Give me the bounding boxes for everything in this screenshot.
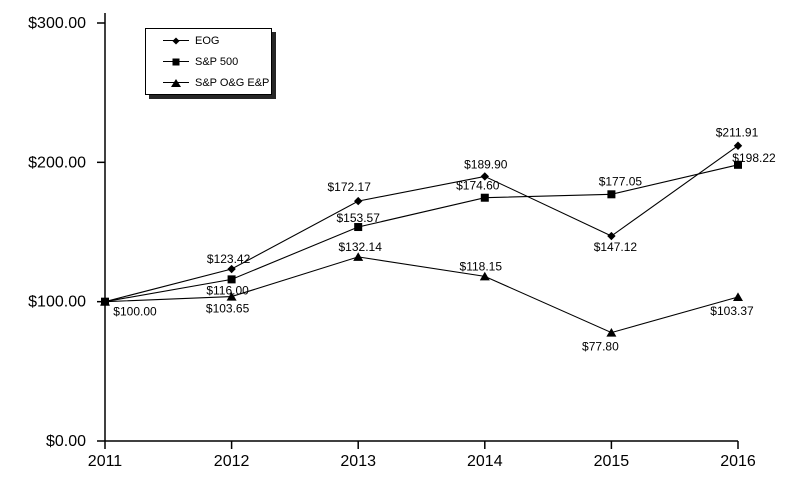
data-point-marker-square bbox=[734, 160, 742, 169]
series-line-0 bbox=[104, 145, 739, 303]
data-point-label: $100.00 bbox=[113, 305, 157, 319]
data-point-label: $189.90 bbox=[464, 157, 508, 171]
legend-label: S&P O&G E&P bbox=[195, 76, 270, 89]
data-point-marker-square bbox=[354, 223, 363, 232]
data-point-label: $174.60 bbox=[456, 179, 500, 193]
legend-label: EOG bbox=[195, 34, 220, 47]
series-line-1 bbox=[104, 164, 739, 303]
data-point-label: $211.91 bbox=[716, 126, 759, 140]
data-point-marker-diamond bbox=[354, 196, 363, 206]
data-point-marker-triangle bbox=[353, 252, 364, 261]
legend-line-sample bbox=[163, 78, 189, 87]
data-point-marker-triangle bbox=[479, 271, 490, 281]
triangle-marker-icon bbox=[171, 78, 181, 87]
data-point-label: $103.65 bbox=[206, 302, 250, 316]
data-point-label: $77.80 bbox=[582, 340, 619, 354]
data-point-marker-square bbox=[227, 275, 236, 284]
data-point-label: $132.14 bbox=[339, 240, 383, 254]
legend-label: S&P 500 bbox=[195, 55, 239, 68]
legend-line-sample bbox=[163, 36, 189, 45]
square-marker-icon bbox=[172, 58, 180, 65]
diamond-marker-icon bbox=[172, 36, 180, 45]
legend-item-sp-og-ep: S&P O&G E&P bbox=[163, 72, 271, 93]
data-point-marker-diamond bbox=[607, 231, 616, 241]
legend-line-sample bbox=[163, 58, 189, 65]
x-axis-tick-label: 2016 bbox=[720, 453, 756, 470]
data-point-marker-triangle bbox=[733, 292, 743, 301]
data-point-label: $153.57 bbox=[337, 211, 381, 225]
legend: EOG S&P 500 S&P O&G E&P bbox=[145, 28, 272, 95]
legend-item-sp500: S&P 500 bbox=[163, 51, 271, 72]
x-axis-tick-label: 2012 bbox=[214, 453, 250, 470]
data-point-marker-square bbox=[607, 190, 616, 199]
data-point-marker-square bbox=[480, 193, 489, 202]
y-axis-tick-label: $0.00 bbox=[46, 433, 86, 450]
data-point-label: $147.12 bbox=[594, 240, 638, 254]
x-axis-tick-label: 2013 bbox=[340, 453, 376, 470]
x-axis-tick-label: 2011 bbox=[88, 453, 123, 470]
y-axis-tick-label: $300.00 bbox=[28, 15, 86, 32]
data-point-label: $116.00 bbox=[206, 283, 249, 297]
data-point-label: $103.37 bbox=[710, 304, 754, 318]
data-point-marker-triangle bbox=[226, 291, 237, 301]
data-point-label: $123.42 bbox=[207, 252, 251, 266]
data-point-marker-triangle bbox=[606, 327, 617, 337]
series-line-2 bbox=[104, 256, 739, 334]
y-axis-tick-label: $100.00 bbox=[28, 294, 86, 311]
x-axis-tick-label: 2014 bbox=[467, 453, 503, 470]
data-point-marker-square bbox=[101, 297, 109, 306]
x-axis-tick-label: 2015 bbox=[594, 453, 630, 470]
data-point-marker-diamond bbox=[480, 172, 489, 181]
data-point-label: $177.05 bbox=[599, 174, 643, 188]
legend-item-eog: EOG bbox=[163, 30, 271, 51]
data-point-marker-diamond bbox=[227, 264, 236, 274]
data-point-label: $118.15 bbox=[460, 259, 503, 273]
data-point-label: $198.22 bbox=[732, 151, 776, 165]
data-point-label: $172.17 bbox=[328, 180, 372, 194]
y-axis-tick-label: $200.00 bbox=[28, 154, 86, 171]
data-point-marker-diamond bbox=[733, 141, 743, 150]
